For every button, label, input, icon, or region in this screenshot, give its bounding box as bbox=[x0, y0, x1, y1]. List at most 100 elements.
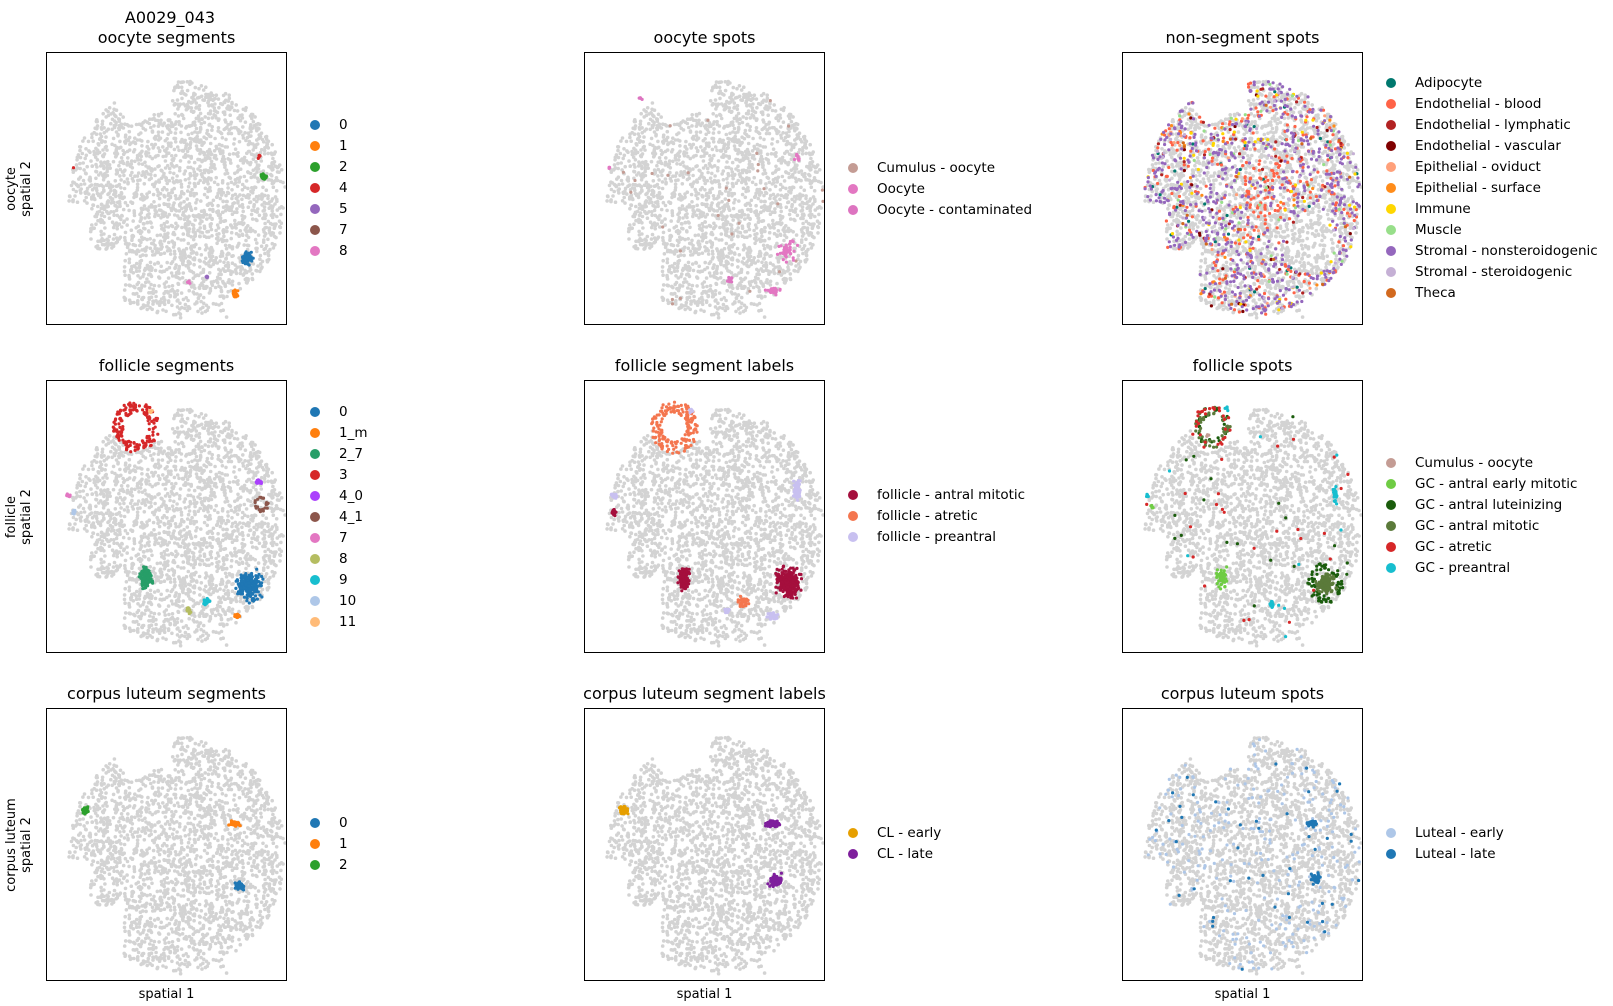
background-spots-point bbox=[95, 210, 100, 215]
background-spots-point bbox=[726, 190, 731, 195]
background-spots-point bbox=[187, 160, 191, 164]
background-spots-point bbox=[180, 276, 185, 280]
background-spots-point bbox=[749, 98, 753, 103]
background-spots-point bbox=[243, 185, 247, 189]
background-spots-point bbox=[732, 101, 737, 105]
background-spots-point bbox=[764, 104, 768, 108]
background-spots-point bbox=[92, 152, 97, 157]
background-spots-point bbox=[169, 130, 173, 135]
background-spots-point bbox=[104, 247, 108, 251]
background-spots-point bbox=[176, 114, 181, 118]
background-spots-point bbox=[764, 265, 769, 269]
background-spots-point bbox=[722, 144, 726, 148]
background-spots-point bbox=[208, 109, 213, 113]
background-spots-point bbox=[697, 118, 701, 123]
background-spots-point bbox=[179, 124, 184, 128]
background-spots-point bbox=[674, 299, 678, 303]
background-spots-point bbox=[721, 302, 726, 307]
background-spots-point bbox=[712, 263, 716, 267]
background-spots-point bbox=[173, 294, 178, 299]
background-spots-point bbox=[647, 201, 651, 205]
background-spots-point bbox=[793, 269, 797, 273]
background-spots-point bbox=[193, 123, 197, 127]
background-spots-point bbox=[227, 152, 232, 157]
background-spots-point bbox=[118, 167, 123, 172]
background-spots-point bbox=[213, 285, 218, 290]
background-spots-point bbox=[147, 147, 151, 151]
background-spots-point bbox=[742, 179, 746, 183]
background-spots-point bbox=[229, 236, 233, 241]
background-spots-point bbox=[789, 148, 793, 152]
background-spots-point bbox=[192, 283, 196, 288]
background-spots-point bbox=[676, 212, 680, 217]
background-spots-point bbox=[176, 85, 181, 89]
background-spots-point bbox=[758, 210, 763, 215]
background-spots-point bbox=[772, 226, 776, 230]
background-spots-point bbox=[135, 291, 139, 296]
background-spots-point bbox=[786, 268, 791, 272]
background-spots-point bbox=[214, 175, 218, 180]
background-spots-point bbox=[136, 171, 141, 175]
background-spots-point bbox=[181, 262, 185, 267]
background-spots-point bbox=[226, 289, 230, 294]
background-spots-point bbox=[250, 208, 254, 213]
background-spots-point bbox=[113, 203, 117, 208]
background-spots-point bbox=[734, 148, 738, 152]
background-spots-point bbox=[676, 254, 681, 258]
background-spots-point bbox=[629, 203, 633, 207]
background-spots-point bbox=[266, 196, 270, 201]
background-spots-point bbox=[228, 269, 233, 273]
background-spots-point bbox=[782, 138, 786, 143]
background-spots-point bbox=[204, 261, 208, 266]
background-spots-point bbox=[151, 291, 156, 296]
background-spots-point bbox=[624, 139, 629, 144]
background-spots-point bbox=[717, 91, 721, 96]
background-spots-point bbox=[188, 145, 192, 150]
series-oocyte-point bbox=[796, 157, 800, 161]
series-oocyte-point bbox=[775, 252, 780, 256]
background-spots-point bbox=[673, 138, 678, 142]
background-spots-point bbox=[136, 294, 141, 299]
background-spots-point bbox=[637, 206, 642, 211]
background-spots-point bbox=[182, 199, 186, 204]
background-spots-point bbox=[640, 214, 645, 219]
background-spots-point bbox=[753, 261, 758, 265]
background-spots-point bbox=[189, 246, 193, 250]
legend-item: 8 bbox=[310, 240, 348, 261]
background-spots-point bbox=[767, 180, 772, 185]
background-spots-point bbox=[742, 277, 746, 282]
background-spots-point bbox=[251, 168, 256, 172]
background-spots-point bbox=[198, 127, 203, 131]
background-spots-point bbox=[729, 167, 734, 171]
background-spots-point bbox=[142, 204, 147, 208]
background-spots-point bbox=[684, 139, 688, 144]
background-spots-point bbox=[258, 253, 263, 258]
background-spots-point bbox=[755, 272, 759, 276]
background-spots-point bbox=[131, 242, 135, 247]
background-spots-point bbox=[197, 107, 202, 112]
background-spots-point bbox=[781, 277, 786, 282]
background-spots-point bbox=[712, 197, 716, 201]
background-spots-point bbox=[192, 170, 197, 174]
background-spots-point bbox=[754, 213, 759, 217]
background-spots-point bbox=[629, 139, 633, 143]
legend-label: Oocyte bbox=[877, 181, 925, 197]
background-spots-point bbox=[73, 194, 77, 198]
background-spots-point bbox=[113, 151, 117, 155]
background-spots-point bbox=[682, 207, 687, 211]
background-spots-point bbox=[710, 291, 715, 296]
background-spots-point bbox=[681, 266, 686, 271]
background-spots-point bbox=[794, 233, 799, 237]
background-spots-point bbox=[177, 249, 182, 253]
background-spots-point bbox=[758, 254, 763, 258]
background-spots-point bbox=[702, 309, 706, 314]
background-spots-point bbox=[771, 218, 775, 223]
background-spots-point bbox=[813, 197, 817, 202]
background-spots-point bbox=[665, 257, 670, 261]
background-spots-point bbox=[209, 245, 214, 250]
background-spots-point bbox=[759, 281, 764, 285]
background-spots-point bbox=[222, 269, 227, 273]
background-spots-point bbox=[734, 181, 739, 185]
series-0-point bbox=[241, 255, 245, 259]
background-spots-point bbox=[163, 159, 168, 163]
